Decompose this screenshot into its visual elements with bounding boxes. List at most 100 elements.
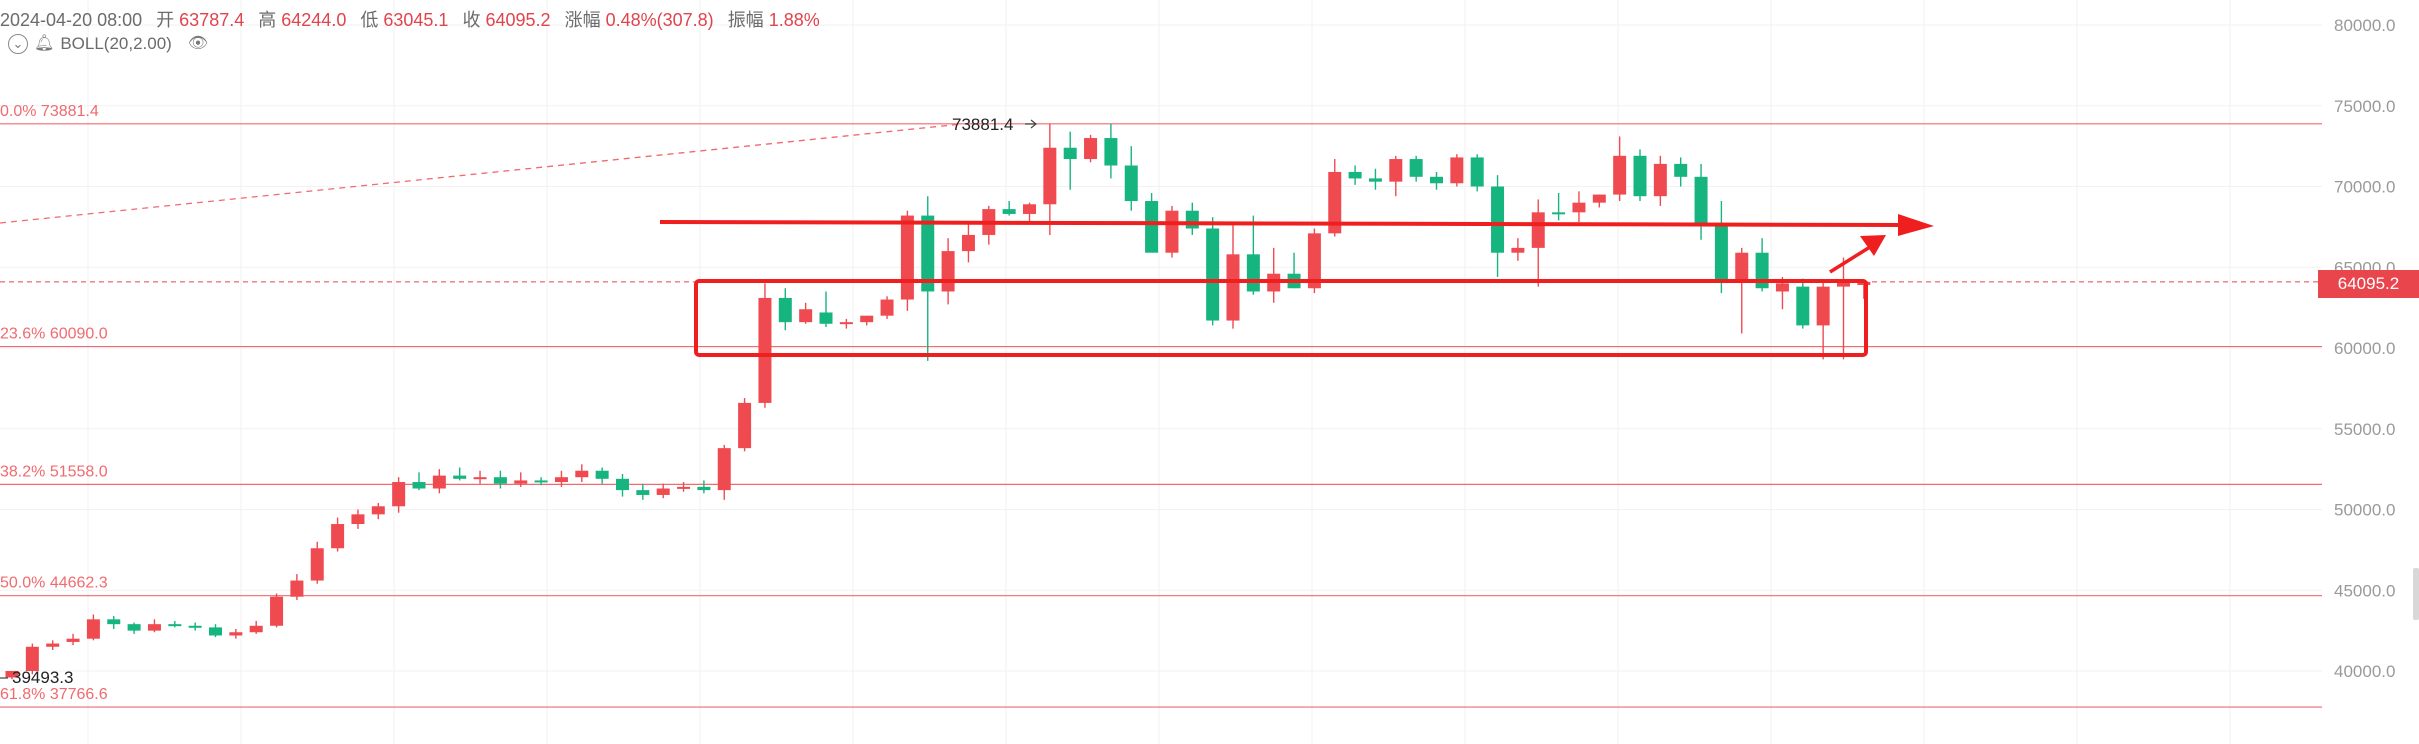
candle-body [453, 475, 467, 479]
change-label: 涨幅 [564, 10, 601, 30]
candle-body [738, 402, 752, 449]
candle-body [46, 643, 60, 647]
breakout-arrow-line [1829, 245, 1871, 274]
last-price-tag: 64095.2 [2318, 270, 2419, 298]
candle-body [534, 480, 548, 483]
candle-body [758, 297, 772, 403]
candle-body [270, 596, 284, 626]
y-tick-label: 55000.0 [2334, 420, 2395, 439]
resistance-arrow-line [659, 220, 1903, 227]
close-label: 收 [462, 10, 481, 30]
candle-body [1531, 212, 1545, 248]
indicator-label: BOLL(20,2.00) [60, 34, 172, 53]
high-marker-arrow [1025, 119, 1037, 129]
candle-body [514, 480, 528, 484]
candle-body [880, 299, 894, 316]
open-label: 开 [156, 10, 175, 30]
resistance-arrow-head [1898, 214, 1934, 236]
close-value: 64095.2 [485, 10, 551, 30]
candle-body [900, 215, 914, 300]
candle-body [473, 477, 487, 480]
candle-body [1592, 194, 1606, 203]
y-tick-label: 80000.0 [2334, 16, 2395, 35]
candle-body [412, 482, 426, 489]
candle-body [1104, 138, 1118, 166]
ohlc-header: 2024-04-20 08:00 开 63787.4 高 64244.0 低 6… [0, 6, 820, 32]
eye-off-icon[interactable]: 👁︎ [187, 35, 209, 52]
candle-body [290, 580, 304, 597]
candle-body [432, 475, 446, 489]
candle-body [941, 251, 955, 292]
candle-body [1165, 210, 1179, 253]
candle-body [1043, 147, 1057, 205]
candle-body [1511, 247, 1525, 253]
candle-body [819, 312, 833, 324]
candle-body [1348, 171, 1362, 179]
candle-body [1491, 186, 1505, 253]
high-value: 64244.0 [281, 10, 347, 30]
candle-body [249, 625, 263, 633]
candle-body [86, 619, 100, 639]
candle-body [860, 315, 874, 323]
candle-body [1023, 204, 1036, 214]
candle-body [25, 646, 39, 671]
y-tick-label: 70000.0 [2334, 178, 2395, 197]
candle-body [168, 624, 182, 627]
candle-body [5, 671, 19, 678]
fib-level-label: 0.0% 73881.4 [0, 103, 99, 120]
chevron-down-icon[interactable]: ⌄ [8, 34, 28, 54]
candle-body [1409, 159, 1423, 177]
candle-body [1124, 165, 1138, 202]
candle-body [209, 627, 222, 636]
range-box [694, 279, 1868, 357]
candle-body [961, 234, 975, 252]
indicator-bar: ⌄ 🔔︎ BOLL(20,2.00) 👁︎ [8, 34, 208, 54]
fib-level-label: 50.0% 44662.3 [0, 575, 108, 592]
low-label: 低 [360, 10, 379, 30]
candle-body [1653, 163, 1667, 197]
candle-body [1307, 233, 1321, 289]
open-value: 63787.4 [179, 10, 245, 30]
candle-body [1796, 286, 1810, 326]
candle-body [66, 638, 80, 642]
candle-body [1002, 209, 1016, 214]
candle-body [839, 322, 853, 325]
candle-body [1816, 286, 1830, 326]
fib-level-label: 23.6% 60090.0 [0, 326, 108, 343]
candle-body [1145, 201, 1159, 253]
candle-body [1837, 280, 1850, 287]
candle-body [1063, 147, 1077, 160]
fib-level-label: 61.8% 37766.6 [0, 686, 108, 703]
low-price-label: 39493.3 [12, 668, 73, 687]
candle-body [921, 215, 935, 292]
candle-body [392, 482, 406, 507]
bell-icon[interactable]: 🔔︎ [34, 35, 55, 52]
candle-body [1613, 155, 1627, 195]
candle-body [799, 309, 813, 323]
candle-body [1246, 254, 1260, 292]
candle-body [107, 619, 121, 625]
candle-date: 2024-04-20 08:00 [0, 10, 143, 30]
scrollbar-thumb [2413, 568, 2419, 620]
candle-body [778, 297, 792, 323]
high-label: 高 [258, 10, 277, 30]
candle-body [1389, 159, 1403, 182]
candle-body [127, 624, 141, 631]
candle-body [1694, 176, 1708, 224]
candle-body [1206, 228, 1220, 321]
candle-body [310, 548, 324, 581]
fib-trend-line [0, 123, 963, 224]
y-tick-label: 45000.0 [2334, 581, 2395, 600]
candle-body [717, 448, 731, 491]
y-tick-label: 50000.0 [2334, 501, 2395, 520]
candle-body [493, 477, 507, 484]
candle-body [1470, 157, 1484, 187]
candle-body [1572, 202, 1586, 213]
candle-body [147, 624, 161, 631]
candle-body [1775, 283, 1789, 292]
candle-body [1450, 157, 1464, 184]
candle-body [1714, 223, 1728, 282]
y-tick-label: 40000.0 [2334, 662, 2395, 681]
candle-body [1328, 171, 1342, 234]
candle-body [636, 490, 650, 495]
